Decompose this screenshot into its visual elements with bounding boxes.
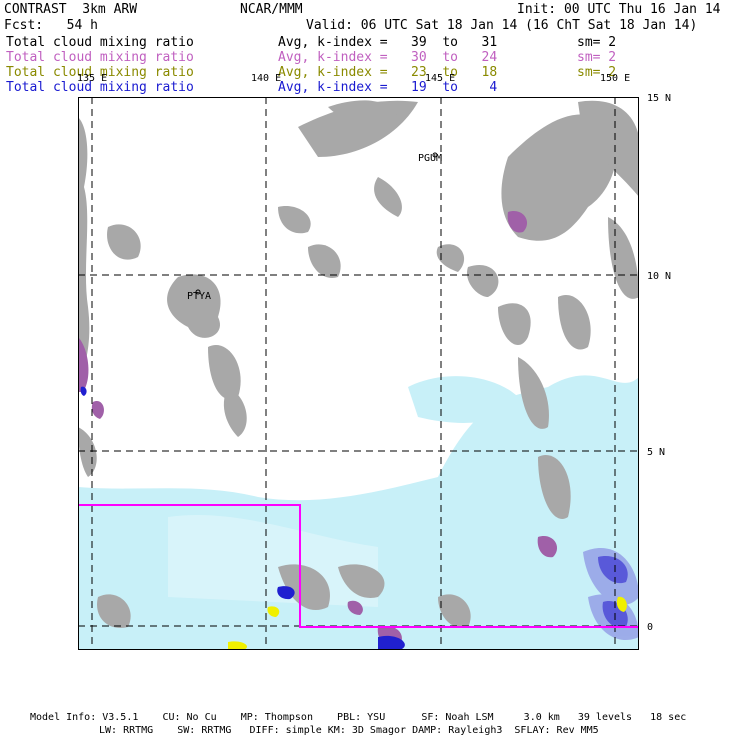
model-title: CONTRAST 3km ARW <box>4 2 138 17</box>
lat-label-0: 0 <box>647 622 654 633</box>
place-label-pgum: PGUM <box>418 153 443 164</box>
lat-label-5n: 5 N <box>647 447 666 458</box>
model-info-line1: Model Info: V3.5.1 CU: No Cu MP: Thompso… <box>30 712 687 723</box>
lat-label-15n: 15 N <box>647 93 672 104</box>
field-sm-2: sm= 2 <box>577 50 617 65</box>
field-range-1: Avg, k-index = 39 to 31 <box>278 35 498 50</box>
forecast-hour: Fcst: 54 h <box>4 18 98 33</box>
analysis-box <box>78 504 639 628</box>
ptya-marker <box>195 289 201 295</box>
lon-label-135: 135 E <box>77 73 108 84</box>
cloud-map <box>78 97 639 650</box>
field-name-2: Total cloud mixing ratio <box>6 50 194 65</box>
field-range-2: Avg, k-index = 30 to 24 <box>278 50 498 65</box>
pgum-marker <box>432 152 438 158</box>
model-info-line2: LW: RRTMG SW: RRTMG DIFF: simple KM: 3D … <box>99 725 599 736</box>
field-sm-1: sm= 2 <box>577 35 617 50</box>
map-frame <box>78 97 639 650</box>
field-name-4: Total cloud mixing ratio <box>6 80 194 95</box>
lat-label-10n: 10 N <box>647 271 672 282</box>
valid-time: Valid: 06 UTC Sat 18 Jan 14 (16 ChT Sat … <box>306 18 698 33</box>
field-sm-3: sm= 2 <box>577 65 617 80</box>
center-title: NCAR/MMM <box>240 2 303 17</box>
field-range-3: Avg, k-index = 23 to 18 <box>278 65 498 80</box>
gray-cloud-layer <box>78 100 639 628</box>
field-range-4: Avg, k-index = 19 to 4 <box>278 80 498 95</box>
init-time: Init: 00 UTC Thu 16 Jan 14 <box>517 2 721 17</box>
field-name-1: Total cloud mixing ratio <box>6 35 194 50</box>
lon-label-150: 150 E <box>600 73 631 84</box>
lon-label-145: 145 E <box>425 73 456 84</box>
yellow-cloud-layer <box>228 596 627 650</box>
field-name-3: Total cloud mixing ratio <box>6 65 194 80</box>
place-label-ptya: PTYA <box>187 291 212 302</box>
lon-label-140: 140 E <box>251 73 282 84</box>
